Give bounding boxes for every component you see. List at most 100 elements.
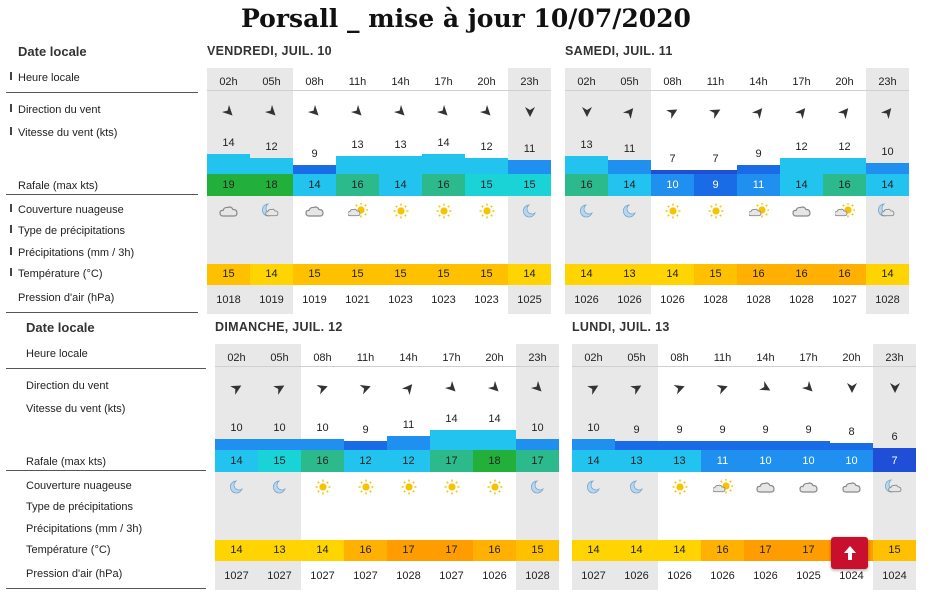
temperature-value: 16 [473,540,516,561]
wind-speed-bar [572,439,615,452]
wind-speed-value: 12 [795,141,808,153]
wind-arrow-icon [436,104,450,117]
wind-speed-bar [465,158,508,176]
gust-value: 16 [823,174,866,196]
hour-label: 05h [615,350,658,367]
wind-speed-bar [301,439,344,452]
gust-value: 16 [336,174,379,196]
wind-speed-bar [565,156,608,176]
wind-speed-value: 14 [488,413,501,425]
wind-speed-bar [701,441,744,452]
pressure-value: 1026 [482,570,507,582]
gust-value: 15 [508,174,551,196]
gust-value: 15 [465,174,508,196]
row-label-cloud: Couverture nuageuse [26,480,132,492]
hour-label: 05h [250,74,293,91]
wind-arrow-icon [846,381,858,393]
row-tick [10,268,12,276]
row-label-precip: Précipitations (mm / 3h) [26,523,143,535]
gust-value: 19 [207,174,250,196]
scroll-to-top-button[interactable] [831,537,868,569]
wind-arrow-icon [316,381,329,395]
gust-value: 14 [379,174,422,196]
sun-cloud-icon [346,202,368,219]
pressure-value: 1021 [345,294,370,306]
pressure-value: 1026 [660,294,685,306]
gust-value: 14 [866,174,909,196]
wind-speed-value: 8 [848,426,855,438]
wind-speed-bar [615,441,658,452]
temperature-value: 14 [215,540,258,561]
temperature-value: 16 [701,540,744,561]
gust-value: 17 [430,450,473,472]
gust-value: 16 [422,174,465,196]
gust-value: 7 [873,450,916,472]
day-title: SAMEDI, JUIL. 11 [565,44,673,58]
row-label-pressure: Pression d'air (hPa) [26,568,123,580]
wind-speed-bar [387,436,430,452]
pressure-value: 1027 [224,570,249,582]
hour-label: 17h [780,74,823,91]
wind-arrow-icon [359,381,372,395]
temperature-value: 15 [465,264,508,285]
temperature-value: 14 [651,264,694,285]
wind-arrow-icon [751,105,765,120]
gust-value: 16 [301,450,344,472]
moon-icon [577,203,597,219]
temperature-value: 15 [336,264,379,285]
row-label-gust: Rafale (max kts) [26,456,107,468]
pressure-value: 1027 [353,570,378,582]
wind-speed-value: 14 [437,137,450,149]
hour-label: 05h [258,350,301,367]
wind-speed-value: 10 [587,422,600,434]
gust-value: 14 [572,450,615,472]
hour-label: 20h [465,74,508,91]
day-title: DIMANCHE, JUIL. 12 [215,320,343,334]
wind-speed-bar [293,165,336,176]
row-tick [10,225,12,233]
wind-arrow-icon [586,381,600,395]
wind-speed-value: 10 [230,422,243,434]
pressure-value: 1026 [753,570,778,582]
wind-speed-value: 9 [719,424,726,436]
temperature-value: 14 [565,264,608,285]
wind-speed-value: 9 [762,424,769,436]
row-label-gust: Rafale (max kts) [18,180,99,192]
row-label-hour: Heure locale [18,72,80,84]
sun-cloud-icon [711,478,733,495]
row-label-precip: Précipitations (mm / 3h) [18,247,135,259]
temperature-value: 15 [422,264,465,285]
wind-arrow-icon [837,105,851,120]
wind-arrow-icon [307,104,321,117]
pressure-value: 1027 [310,570,335,582]
wind-speed-bar [744,441,787,452]
hour-label: 11h [336,74,379,91]
arrow-up-icon [843,546,856,560]
hour-label: 17h [430,350,473,367]
gust-value: 16 [565,174,608,196]
row-label-temp: Température (°C) [18,268,103,280]
gust-value: 11 [737,174,780,196]
hour-label: 05h [608,74,651,91]
pressure-value: 1019 [259,294,284,306]
wind-speed-value: 9 [676,424,683,436]
row-divider [6,194,198,195]
wind-arrow-icon [264,104,278,117]
gust-value: 14 [215,450,258,472]
temperature-value: 16 [823,264,866,285]
wind-speed-bar [336,156,379,176]
moon-icon [620,203,640,219]
wind-speed-value: 7 [669,153,676,165]
wind-speed-value: 11 [402,419,415,431]
wind-speed-bar [215,439,258,452]
wind-speed-value: 9 [311,148,318,160]
wind-speed-value: 14 [445,413,458,425]
pressure-value: 1028 [525,570,550,582]
wind-speed-bar [823,158,866,176]
hour-label: 23h [873,350,916,367]
wind-arrow-icon [889,381,901,393]
cloud-icon [841,479,862,495]
wind-speed-bar [737,165,780,176]
row-divider [6,312,198,313]
hour-label: 08h [293,74,336,91]
